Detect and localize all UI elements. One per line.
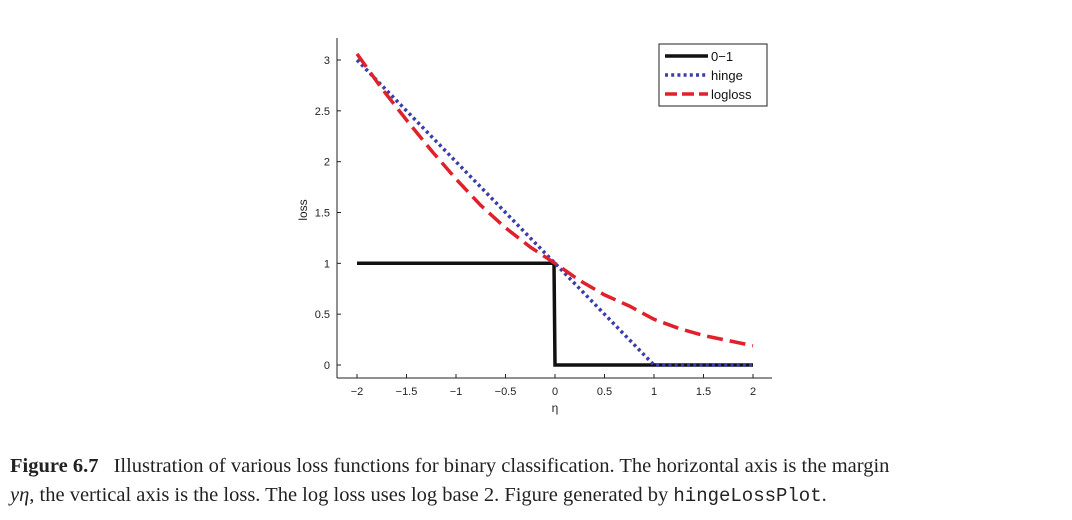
x-tick-label: 0 bbox=[552, 386, 558, 398]
x-axis-title: η bbox=[552, 401, 559, 415]
y-tick-label: 2 bbox=[324, 157, 330, 169]
x-tick-label: −1.5 bbox=[396, 386, 418, 398]
caption-text-2: , the vertical axis is the loss. The log… bbox=[29, 484, 674, 506]
y-tick-label: 0.5 bbox=[315, 309, 330, 321]
figure-caption: Figure 6.7 Illustration of various loss … bbox=[10, 452, 1065, 511]
y-tick-label: 2.5 bbox=[315, 106, 330, 118]
x-tick-label: 1.5 bbox=[696, 386, 711, 398]
caption-end: . bbox=[821, 484, 827, 506]
legend-label: logloss bbox=[711, 87, 752, 102]
legend-label: hinge bbox=[711, 68, 743, 83]
x-tick-label: −2 bbox=[351, 386, 364, 398]
y-axis-title: loss bbox=[296, 199, 310, 220]
series-line-logloss bbox=[355, 52, 754, 348]
x-tick-label: 2 bbox=[750, 386, 756, 398]
series-line-0-1 bbox=[357, 261, 753, 367]
x-tick-label: 1 bbox=[651, 386, 657, 398]
x-tick-label: −0.5 bbox=[495, 386, 517, 398]
x-tick-label: −1 bbox=[450, 386, 463, 398]
x-tick-label: 0.5 bbox=[597, 386, 612, 398]
legend: 0−1 hinge logloss bbox=[658, 43, 768, 107]
y-ticks: 0 0.5 1 1.5 2 2.5 3 bbox=[315, 55, 341, 372]
loss-chart: −2 −1.5 −1 −0.5 0 0.5 1 1.5 2 0 0.5 1 1.5 2 2.5 3 η lo… bbox=[296, 38, 772, 415]
y-tick-label: 0 bbox=[324, 360, 330, 372]
caption-text-1: Illustration of various loss functions f… bbox=[113, 455, 890, 477]
caption-math: yη bbox=[10, 484, 30, 506]
caption-code: hingeLossPlot bbox=[673, 485, 822, 507]
legend-label: 0−1 bbox=[711, 49, 733, 64]
y-tick-label: 1 bbox=[324, 258, 330, 270]
series-line-hinge bbox=[355, 58, 753, 367]
x-ticks: −2 −1.5 −1 −0.5 0 0.5 1 1.5 2 bbox=[351, 374, 756, 398]
y-tick-label: 1.5 bbox=[315, 208, 330, 220]
caption-label: Figure 6.7 bbox=[10, 455, 99, 477]
series-layer bbox=[355, 52, 754, 367]
y-tick-label: 3 bbox=[324, 55, 330, 67]
